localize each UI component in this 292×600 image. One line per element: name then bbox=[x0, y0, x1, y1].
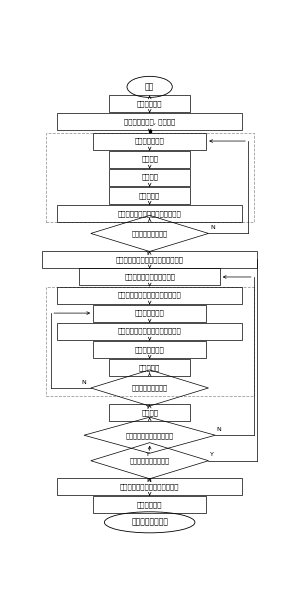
Text: 网格表模优化: 网格表模优化 bbox=[137, 501, 162, 508]
Text: 计算空间网格各个三角形的可计算维: 计算空间网格各个三角形的可计算维 bbox=[116, 256, 184, 263]
Text: 细分三角形: 细分三角形 bbox=[139, 364, 160, 371]
Text: 每个切割点处理完成: 每个切割点处理完成 bbox=[132, 385, 168, 391]
Text: N: N bbox=[146, 478, 151, 483]
Text: 开始: 开始 bbox=[145, 82, 154, 91]
Text: 网格顺序: 网格顺序 bbox=[141, 410, 158, 416]
Text: 生成初始网格: 生成初始网格 bbox=[137, 101, 162, 107]
Text: 对各视图像处理完成: 对各视图像处理完成 bbox=[132, 230, 168, 237]
Text: Y: Y bbox=[210, 452, 213, 457]
Text: Y: Y bbox=[146, 251, 150, 256]
Text: 各视主视中投影三角形内的切割点: 各视主视中投影三角形内的切割点 bbox=[118, 292, 182, 298]
Text: 每个空间三角形都处理完成: 每个空间三角形都处理完成 bbox=[126, 432, 174, 439]
Text: 输出表述网格模型: 输出表述网格模型 bbox=[131, 518, 168, 527]
Text: 图像中有更细的特征线: 图像中有更细的特征线 bbox=[130, 457, 170, 464]
Text: Y: Y bbox=[146, 405, 150, 410]
Text: 选择一幅视图像: 选择一幅视图像 bbox=[135, 138, 164, 145]
Text: 生成新增空间点: 生成新增空间点 bbox=[135, 346, 164, 353]
Text: 为切割点在其它视中匹配对应深点: 为切割点在其它视中匹配对应深点 bbox=[118, 328, 182, 334]
Text: 生成特征点: 生成特征点 bbox=[139, 192, 160, 199]
Text: N: N bbox=[216, 427, 221, 432]
Text: 选择一个空间三角形的主视: 选择一个空间三角形的主视 bbox=[124, 274, 175, 280]
Text: N: N bbox=[211, 225, 215, 230]
Text: 网格投影到各视, 分别图框: 网格投影到各视, 分别图框 bbox=[124, 118, 175, 125]
Text: 去除网格点投影部附近切割特征点: 去除网格点投影部附近切割特征点 bbox=[118, 210, 182, 217]
Text: N: N bbox=[82, 380, 86, 385]
Text: 切割特征: 切割特征 bbox=[141, 174, 158, 181]
Text: 网格各顶点重定位至重新者精度: 网格各顶点重定位至重新者精度 bbox=[120, 483, 179, 490]
Text: 选择一个切割点: 选择一个切割点 bbox=[135, 310, 164, 316]
Text: Y: Y bbox=[146, 452, 150, 457]
Text: 检测特征: 检测特征 bbox=[141, 156, 158, 163]
